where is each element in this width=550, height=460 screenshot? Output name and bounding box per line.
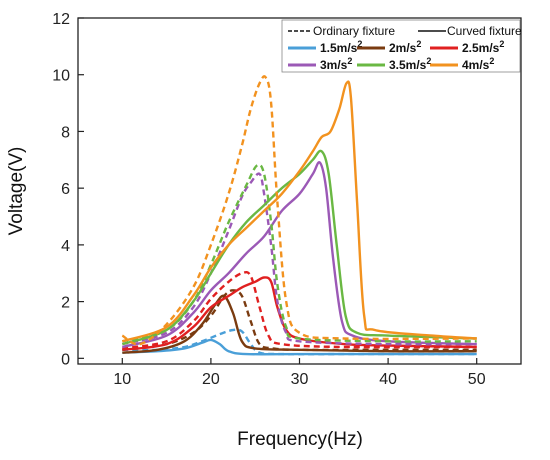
series-line-curved-0 (122, 338, 477, 356)
legend-label-4: 3.5m/s2 (389, 56, 431, 72)
legend-label-0: 1.5m/s2 (320, 39, 362, 55)
legend-label-1: 2m/s2 (389, 39, 421, 55)
y-tick-label: 10 (52, 68, 70, 85)
series-line-ordinary-5 (121, 75, 477, 346)
x-axis-title: Frequency(Hz) (237, 429, 363, 450)
y-tick-label: 12 (52, 11, 70, 28)
x-tick-label: 50 (468, 371, 486, 388)
axis-ticks: 10 20 30 40 50 0 2 4 6 8 10 12 (52, 11, 485, 388)
y-tick-label: 2 (61, 295, 70, 312)
legend-ordinary-label: Ordinary fixture (313, 24, 395, 38)
series-line-curved-5 (121, 80, 477, 343)
y-tick-label: 6 (61, 181, 70, 198)
series-line-ordinary-0 (122, 328, 477, 356)
y-tick-label: 0 (61, 351, 70, 368)
x-tick-label: 20 (202, 371, 220, 388)
y-axis-title: Voltage(V) (6, 147, 27, 236)
x-tick-label: 10 (113, 371, 131, 388)
legend: Ordinary fixture Curved fixture 1.5m/s2 2m/… (281, 19, 522, 73)
y-tick-label: 4 (61, 238, 70, 255)
x-tick-label: 40 (379, 371, 397, 388)
legend-curved-label: Curved fixture (447, 24, 522, 38)
legend-box (281, 19, 521, 73)
legend-label-2: 2.5m/s2 (462, 39, 504, 55)
legend-label-5: 4m/s2 (462, 56, 494, 72)
series-line-curved-4 (121, 149, 477, 346)
data-series (121, 75, 477, 356)
series-line-ordinary-4 (122, 163, 477, 343)
legend-label-3: 3m/s2 (320, 56, 352, 72)
series-line-curved-1 (122, 294, 477, 354)
y-tick-label: 8 (61, 124, 70, 141)
series-line-curved-3 (122, 161, 477, 349)
series-line-ordinary-2 (122, 270, 477, 350)
series-line-ordinary-3 (122, 172, 477, 346)
x-tick-label: 30 (291, 371, 309, 388)
